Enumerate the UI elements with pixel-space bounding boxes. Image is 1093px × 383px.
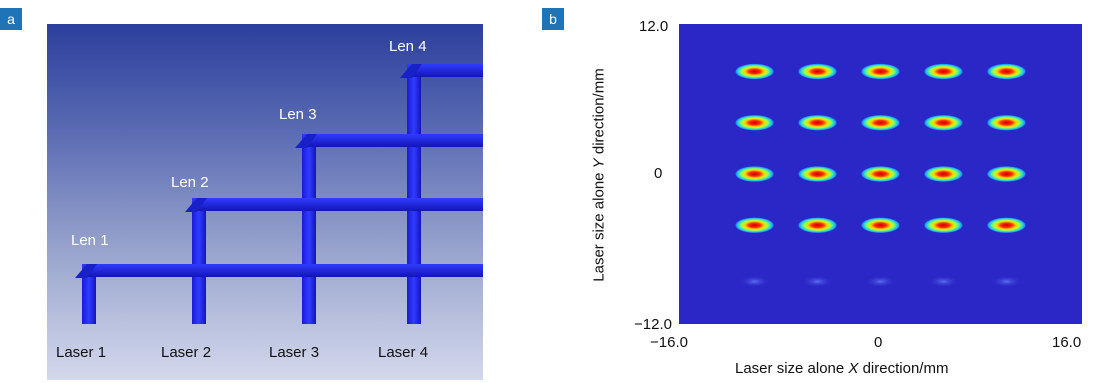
- faint-spot-c1: [738, 275, 771, 288]
- y-tick-top: 12.0: [639, 18, 669, 35]
- lens-label-4: Len 4: [389, 38, 427, 55]
- faint-spot-c3: [864, 275, 897, 288]
- laser-spot-r3-c3: [860, 166, 901, 182]
- laser-spot-r4-c1: [734, 217, 775, 234]
- laser-label-3: Laser 3: [269, 344, 320, 361]
- x-tick-left: −16.0: [650, 334, 688, 351]
- laser-label-4: Laser 4: [378, 344, 429, 361]
- laser-spot-r4-c4: [923, 217, 964, 234]
- heatmap-plot-area: [679, 24, 1082, 324]
- laser-spot-r2-c5: [986, 114, 1027, 131]
- beam-vertical-laser-4: [407, 69, 421, 324]
- beam-horizontal-3: [302, 134, 483, 147]
- beam-vertical-laser-1: [82, 272, 96, 324]
- faint-spot-c5: [990, 275, 1023, 288]
- y-axis-title: Laser size alone Y direction/mm: [590, 68, 608, 282]
- laser-spot-r1-c5: [986, 63, 1027, 80]
- x-tick-right: 16.0: [1052, 334, 1082, 351]
- laser-spot-r4-c3: [860, 217, 901, 234]
- laser-spot-r1-c1: [734, 63, 775, 80]
- laser-spot-r2-c4: [923, 114, 964, 131]
- y-tick-bottom: −12.0: [634, 316, 672, 333]
- panel-a-tag: a: [0, 8, 22, 30]
- faint-spot-c2: [801, 275, 834, 288]
- beam-vertical-laser-3: [302, 139, 316, 324]
- lens-label-3: Len 3: [279, 106, 317, 123]
- y-tick-mid: 0: [654, 165, 663, 182]
- beam-path-diagram: [75, 64, 483, 324]
- laser-spot-r3-c2: [797, 166, 838, 182]
- beam-horizontal-4: [407, 64, 483, 77]
- lens-2: [185, 198, 207, 212]
- laser-lens-scene: Len 1 Len 2 Len 3 Len 4 Laser 1 Laser 2 …: [47, 24, 483, 380]
- laser-spot-r3-c5: [986, 166, 1027, 182]
- heatmap-svg: [734, 63, 1027, 288]
- x-tick-mid: 0: [874, 334, 883, 351]
- laser-label-2: Laser 2: [161, 344, 212, 361]
- faint-spot-c4: [927, 275, 960, 288]
- lens-label-1: Len 1: [71, 232, 109, 249]
- lens-3: [295, 134, 317, 148]
- beam-horizontal-2: [192, 198, 483, 211]
- x-axis-title: Laser size alone X direction/mm: [735, 360, 949, 377]
- laser-spot-r2-c1: [734, 114, 775, 131]
- laser-spot-r3-c1: [734, 166, 775, 182]
- laser-spot-r4-c2: [797, 217, 838, 234]
- laser-spot-r3-c4: [923, 166, 964, 182]
- laser-label-1: Laser 1: [56, 344, 107, 361]
- laser-spot-r4-c5: [986, 217, 1027, 234]
- laser-spot-r2-c3: [860, 114, 901, 131]
- laser-spot-r1-c3: [860, 63, 901, 80]
- lens-1: [75, 264, 97, 278]
- lens-4: [400, 64, 422, 78]
- beam-horizontal-1: [82, 264, 483, 277]
- lens-label-2: Len 2: [171, 174, 209, 191]
- laser-spot-r2-c2: [797, 114, 838, 131]
- laser-spot-r1-c2: [797, 63, 838, 80]
- panel-b-tag: b: [542, 8, 564, 30]
- laser-spot-r1-c4: [923, 63, 964, 80]
